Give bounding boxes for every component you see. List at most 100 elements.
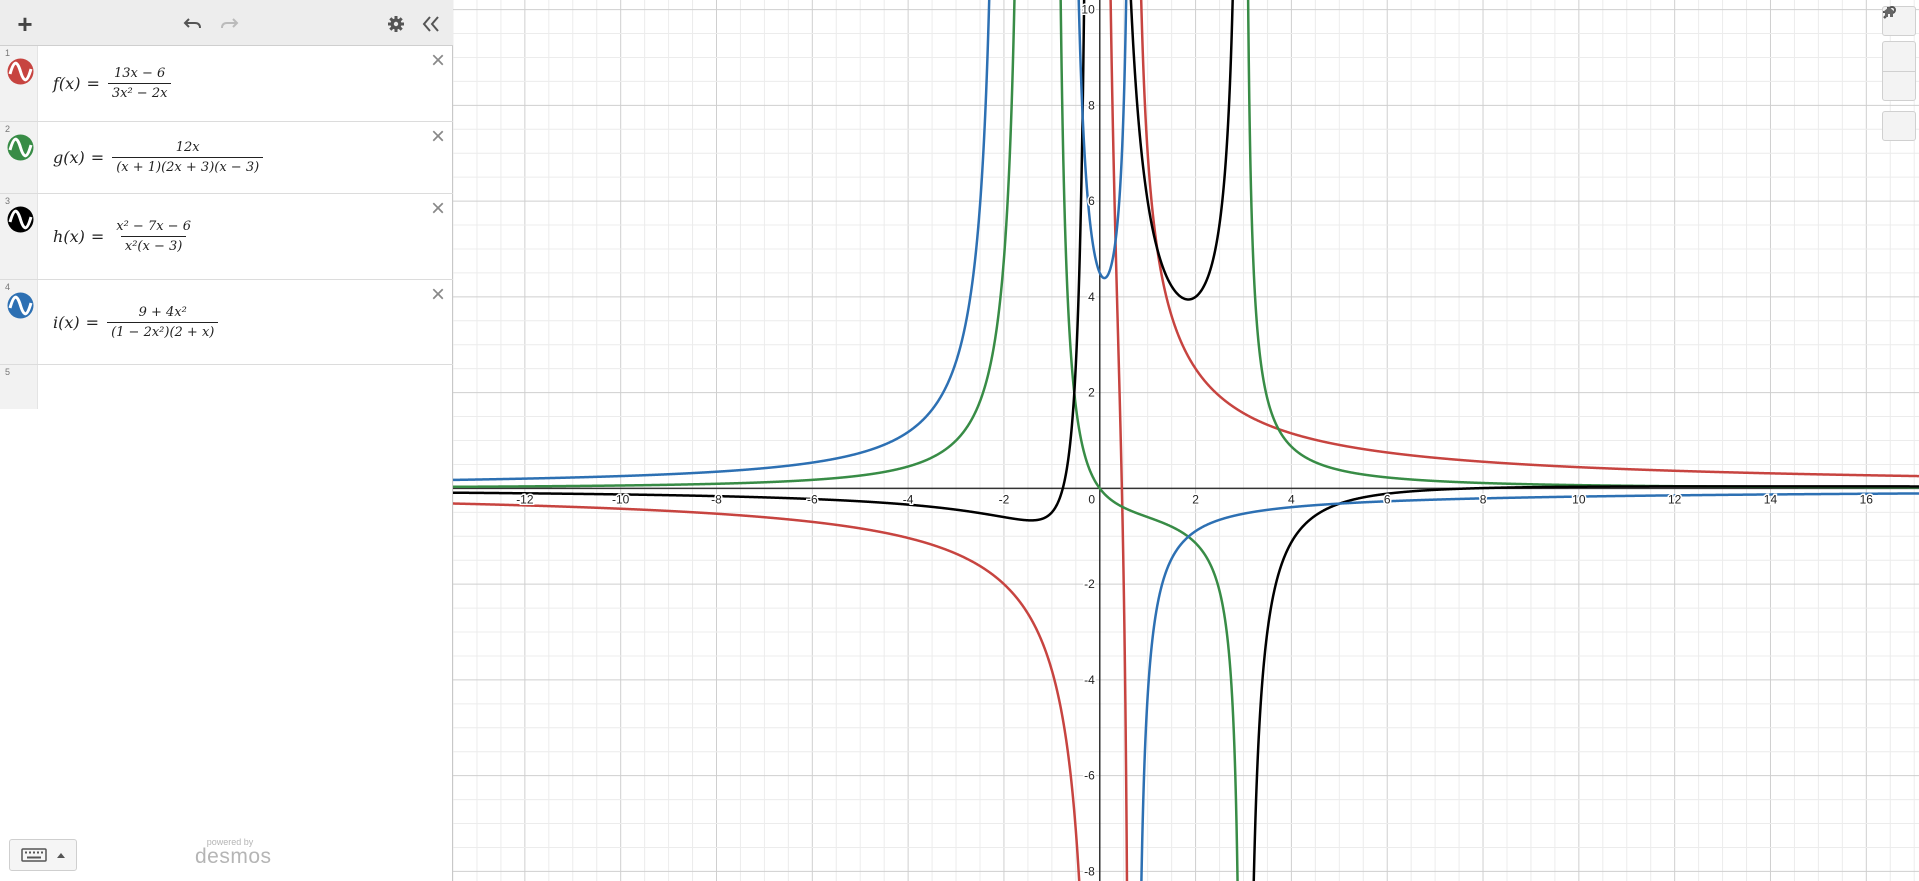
expression-gutter: 1	[0, 46, 38, 121]
y-tick-label: -4	[1084, 673, 1095, 687]
denominator: (1 − 2x²)(2 + x)	[107, 321, 219, 340]
x-tick-label: 0	[1088, 492, 1095, 506]
y-tick-label: -8	[1084, 864, 1095, 878]
function-name: f(x)	[53, 74, 81, 93]
graph-controls	[1882, 6, 1916, 141]
powered-by-text: powered by	[206, 837, 254, 847]
default-viewport-button[interactable]	[1882, 7, 1916, 141]
equals-sign: =	[86, 74, 100, 93]
y-tick-label: 8	[1088, 98, 1095, 112]
x-tick-label: 6	[1384, 492, 1391, 506]
zoom-controls	[1882, 7, 1916, 101]
collapse-panel-button[interactable]	[418, 11, 444, 37]
graph-color-toggle-icon[interactable]	[7, 58, 34, 85]
expression-footer: powered by desmos	[0, 831, 453, 881]
fraction: 9 + 4x² (1 − 2x²)(2 + x)	[107, 304, 219, 340]
numerator: 13x − 6	[113, 66, 166, 81]
y-tick-label: 6	[1088, 194, 1095, 208]
home-icon	[1883, 7, 1895, 17]
graph-color-toggle-icon[interactable]	[7, 206, 34, 233]
fraction: x² − 7x − 6 x²(x − 3)	[112, 219, 195, 254]
keyboard-toggle-button[interactable]	[9, 839, 77, 871]
expression-gutter: 3	[0, 194, 38, 279]
x-tick-label: 10	[1572, 492, 1586, 506]
expression-gutter: 5	[0, 365, 38, 409]
expression-row[interactable]: 1 f(x) = 13x − 6 3x² − 2x ×	[0, 46, 453, 122]
x-tick-label: 8	[1480, 492, 1487, 506]
new-expression-row[interactable]: 5	[0, 365, 453, 409]
denominator: x²(x − 3)	[120, 236, 187, 254]
gear-icon	[388, 16, 404, 32]
caret-up-icon	[56, 853, 65, 858]
series-curve-fx	[453, 0, 1919, 881]
series-curve-gx	[453, 0, 1919, 881]
x-tick-label: 12	[1668, 492, 1682, 506]
x-tick-label: 4	[1288, 492, 1295, 506]
numerator: x² − 7x − 6	[116, 219, 191, 234]
expression-index: 3	[5, 196, 11, 206]
x-tick-label: -10	[612, 492, 630, 506]
equals-sign: =	[90, 148, 105, 167]
delete-expression-button[interactable]: ×	[430, 281, 445, 308]
y-tick-label: 10	[1081, 3, 1095, 17]
expression-toolbar: +	[0, 0, 453, 46]
fraction: 13x − 6 3x² − 2x	[107, 66, 172, 101]
brand-text: desmos	[195, 845, 272, 868]
expression-index: 2	[5, 124, 11, 134]
expression-index: 1	[5, 48, 11, 58]
fraction: 12x (x + 1)(2x + 3)(x − 3)	[112, 140, 264, 175]
expression-formula[interactable]: f(x) = 13x − 6 3x² − 2x	[53, 46, 172, 121]
equals-sign: =	[85, 312, 100, 332]
expression-row[interactable]: 2 g(x) = 12x (x + 1)(2x + 3)(x − 3) ×	[0, 122, 453, 194]
y-tick-label: -2	[1084, 577, 1095, 591]
function-name: g(x)	[53, 148, 85, 167]
x-tick-label: -8	[711, 492, 722, 506]
undo-button[interactable]	[180, 11, 206, 37]
desmos-logo: powered by desmos	[195, 837, 272, 868]
settings-button[interactable]	[383, 11, 409, 37]
numerator: 9 + 4x²	[138, 304, 187, 320]
equals-sign: =	[90, 227, 105, 246]
denominator: (x + 1)(2x + 3)(x − 3)	[112, 157, 264, 175]
expression-panel: + 1 f(x) = 13x − 6 3x²	[0, 0, 453, 881]
add-expression-button[interactable]: +	[17, 9, 33, 39]
expression-index: 4	[5, 282, 11, 292]
keyboard-icon	[20, 848, 47, 862]
y-tick-label: 4	[1088, 290, 1095, 304]
x-tick-label: 14	[1764, 492, 1778, 506]
expression-index: 5	[5, 367, 11, 377]
undo-icon	[183, 18, 201, 29]
function-name: h(x)	[53, 227, 85, 246]
numerator: 12x	[175, 140, 200, 155]
denominator: 3x² − 2x	[107, 83, 172, 101]
y-tick-label: -6	[1084, 769, 1095, 783]
series-curve-ix	[453, 0, 1919, 881]
graph-canvas[interactable]: -12 -10 -8 -6 -4 -2 0 2 4 6 8 10 12 14 16 -8 -6 -4 -2 2 4 6 8 1…	[453, 0, 1919, 881]
expression-formula[interactable]: i(x) = 9 + 4x² (1 − 2x²)(2 + x)	[53, 280, 219, 364]
expression-gutter: 2	[0, 122, 38, 193]
graph-paper[interactable]: -12 -10 -8 -6 -4 -2 0 2 4 6 8 10 12 14 16 -8 -6 -4 -2 2 4 6 8 1…	[453, 0, 1919, 881]
expression-row[interactable]: 4 i(x) = 9 + 4x² (1 − 2x²)(2 + x) ×	[0, 280, 453, 365]
expression-list: 1 f(x) = 13x − 6 3x² − 2x × 2 g(x) = 12x (x + 1)(2…	[0, 46, 453, 409]
series-curve-hx	[453, 0, 1919, 881]
x-tick-label: 2	[1192, 492, 1199, 506]
x-tick-label: -12	[516, 492, 534, 506]
delete-expression-button[interactable]: ×	[430, 47, 445, 74]
expression-row[interactable]: 3 h(x) = x² − 7x − 6 x²(x − 3) ×	[0, 194, 453, 280]
redo-button[interactable]	[216, 11, 242, 37]
graph-color-toggle-icon[interactable]	[7, 134, 34, 161]
zoom-in-button[interactable]	[1882, 7, 1916, 71]
expression-formula[interactable]: h(x) = x² − 7x − 6 x²(x − 3)	[53, 194, 195, 279]
expression-formula[interactable]: g(x) = 12x (x + 1)(2x + 3)(x − 3)	[53, 122, 264, 193]
graph-color-toggle-icon[interactable]	[7, 292, 34, 319]
y-tick-label: 2	[1088, 386, 1095, 400]
function-name: i(x)	[53, 312, 80, 332]
x-tick-label: 16	[1860, 492, 1874, 506]
delete-expression-button[interactable]: ×	[430, 195, 445, 222]
x-tick-label: -4	[903, 492, 914, 506]
zoom-out-button[interactable]	[1882, 11, 1916, 101]
double-chevron-left-icon	[422, 16, 439, 32]
redo-icon	[221, 18, 239, 29]
x-tick-label: -6	[807, 492, 818, 506]
delete-expression-button[interactable]: ×	[430, 123, 445, 150]
